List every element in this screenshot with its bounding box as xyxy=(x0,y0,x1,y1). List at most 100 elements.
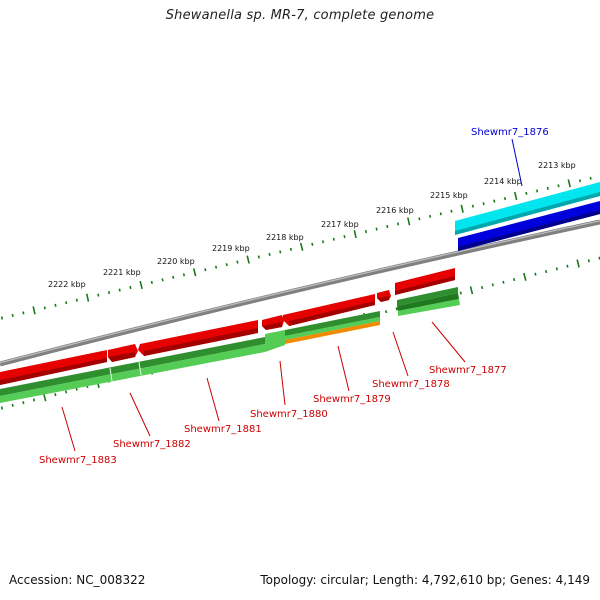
outer-scale-minor-tick xyxy=(311,242,314,246)
kbp-label-2219: 2219 kbp xyxy=(212,244,250,253)
outer-scale-minor-tick xyxy=(589,176,592,180)
kbp-label-2218: 2218 kbp xyxy=(266,233,304,242)
gene-label-1882[interactable]: Shewmr7_1882 xyxy=(113,439,191,450)
outer-scale-minor-tick xyxy=(578,179,582,183)
gene-red-1880-shade xyxy=(262,322,282,330)
inner-scale-minor-tick xyxy=(545,269,548,274)
outer-scale-major-tick xyxy=(514,191,518,201)
gene-label-1877[interactable]: Shewmr7_1877 xyxy=(429,365,507,376)
gene-1876-blue-shade xyxy=(458,210,600,251)
callout-line-1877 xyxy=(431,321,466,363)
genome-stats-text: Topology: circular; Length: 4,792,610 bp… xyxy=(260,573,590,587)
outer-scale-minor-tick xyxy=(482,202,485,206)
outer-scale-major-tick xyxy=(299,242,304,251)
inner-scale-major-tick xyxy=(469,286,474,295)
outer-scale-minor-tick xyxy=(321,240,325,244)
inner-scale-minor-tick xyxy=(11,403,14,407)
outer-scale-minor-tick xyxy=(43,306,46,310)
gene-red-1878-shade xyxy=(377,296,389,302)
outer-scale-minor-tick xyxy=(204,268,207,272)
outer-scale-minor-tick xyxy=(471,204,474,208)
callout-line-1878 xyxy=(392,331,409,377)
outer-scale-minor-tick xyxy=(364,230,367,234)
callout-line-1879 xyxy=(337,345,350,392)
genome-backbone xyxy=(0,219,600,367)
outer-scale-minor-tick xyxy=(214,265,218,269)
gene-red-1882-shade xyxy=(108,352,135,362)
gene-label-1881[interactable]: Shewmr7_1881 xyxy=(184,424,262,435)
outer-scale-major-tick xyxy=(460,204,464,213)
genome-backbone-highlight xyxy=(0,220,600,364)
outer-scale-minor-tick xyxy=(0,316,4,320)
gene-lightgreen-1879[interactable] xyxy=(285,317,380,340)
genome-title: Shewanella sp. MR-7, complete genome xyxy=(165,8,435,23)
gene-green-main[interactable] xyxy=(0,337,265,396)
outer-scale-major-tick xyxy=(85,293,90,302)
outer-scale-minor-tick xyxy=(97,293,100,297)
gene-red-1881-shade xyxy=(144,328,258,356)
outer-scale-minor-tick xyxy=(289,247,293,251)
kbp-label-2214: 2214 kbp xyxy=(484,177,522,186)
gene-label-1879[interactable]: Shewmr7_1879 xyxy=(313,394,391,405)
gene-green-1877b[interactable] xyxy=(397,293,459,311)
outer-scale-minor-tick xyxy=(375,227,378,231)
inner-scale-minor-tick xyxy=(534,272,537,276)
kbp-label-2221: 2221 kbp xyxy=(103,268,141,277)
gene-red-1879-shade xyxy=(289,301,375,326)
kbp-label-2217: 2217 kbp xyxy=(321,220,359,229)
outer-scale-minor-tick xyxy=(118,288,121,292)
gene-lightgreen-1880[interactable] xyxy=(265,330,285,352)
kbp-label-2216: 2216 kbp xyxy=(376,206,414,215)
outer-scale-minor-tick xyxy=(11,313,14,317)
kbp-labels: 2213 kbp 2214 kbp 2215 kbp 2216 kbp 2217… xyxy=(48,161,576,289)
outer-scale-minor-tick xyxy=(129,285,132,290)
outer-scale-minor-tick xyxy=(525,191,528,195)
outer-scale-major-tick xyxy=(353,230,357,239)
inner-scale-major-tick xyxy=(523,272,527,281)
gene-label-1883[interactable]: Shewmr7_1883 xyxy=(39,455,117,466)
inner-scale-minor-tick xyxy=(75,387,78,391)
outer-scale-minor-tick xyxy=(65,301,68,305)
outer-scale-major-tick xyxy=(139,280,143,290)
gene-lightgreen-main[interactable] xyxy=(0,344,265,403)
outer-scale-minor-tick xyxy=(386,224,389,229)
inner-scale-minor-tick xyxy=(0,406,4,410)
gene-label-1876[interactable]: Shewmr7_1876 xyxy=(471,127,549,138)
gene-orange-1879[interactable] xyxy=(285,321,380,344)
inner-scale-major-tick xyxy=(42,393,47,402)
outer-scale-minor-tick xyxy=(536,189,539,193)
outer-scale-minor-tick xyxy=(546,186,549,190)
inner-scale-minor-tick xyxy=(54,393,57,397)
gene-green-1879[interactable] xyxy=(285,311,380,336)
callout-line-1881 xyxy=(206,377,220,422)
inner-scale-minor-tick xyxy=(32,398,36,402)
outer-scale-minor-tick xyxy=(343,235,346,239)
kbp-label-2213: 2213 kbp xyxy=(538,161,576,170)
outer-scale-minor-tick xyxy=(54,303,57,307)
kbp-label-2220: 2220 kbp xyxy=(157,257,195,266)
gene-label-1880[interactable]: Shewmr7_1880 xyxy=(250,409,328,420)
gene-boundary-1881 xyxy=(138,361,142,376)
outer-scale-minor-tick xyxy=(182,273,186,277)
callout-line-1880 xyxy=(279,360,286,406)
inner-scale-minor-tick xyxy=(513,277,516,282)
outer-scale-minor-tick xyxy=(161,278,164,282)
outer-scale-minor-tick xyxy=(75,298,78,302)
outer-scale-minor-tick xyxy=(279,250,282,254)
outer-scale-minor-tick xyxy=(439,212,442,216)
gene-label-1878[interactable]: Shewmr7_1878 xyxy=(372,379,450,390)
accession-text: Accession: NC_008322 xyxy=(9,573,146,587)
inner-scale-minor-tick xyxy=(459,291,462,295)
inner-scale-minor-tick xyxy=(491,283,494,287)
gene-red-1877-shade xyxy=(395,276,455,295)
outer-scale-minor-tick xyxy=(22,311,25,315)
gene-green-1877[interactable] xyxy=(397,287,458,306)
outer-scale-minor-tick xyxy=(450,209,453,213)
gene-lightgreen-1877[interactable] xyxy=(398,299,460,316)
outer-scale-minor-tick xyxy=(503,197,507,201)
kbp-label-2215: 2215 kbp xyxy=(430,191,468,200)
outer-scale-minor-tick xyxy=(236,260,239,264)
outer-scale-minor-tick xyxy=(396,222,400,226)
gene-boundary-1882 xyxy=(109,367,113,382)
outer-scale-minor-tick xyxy=(557,184,560,188)
